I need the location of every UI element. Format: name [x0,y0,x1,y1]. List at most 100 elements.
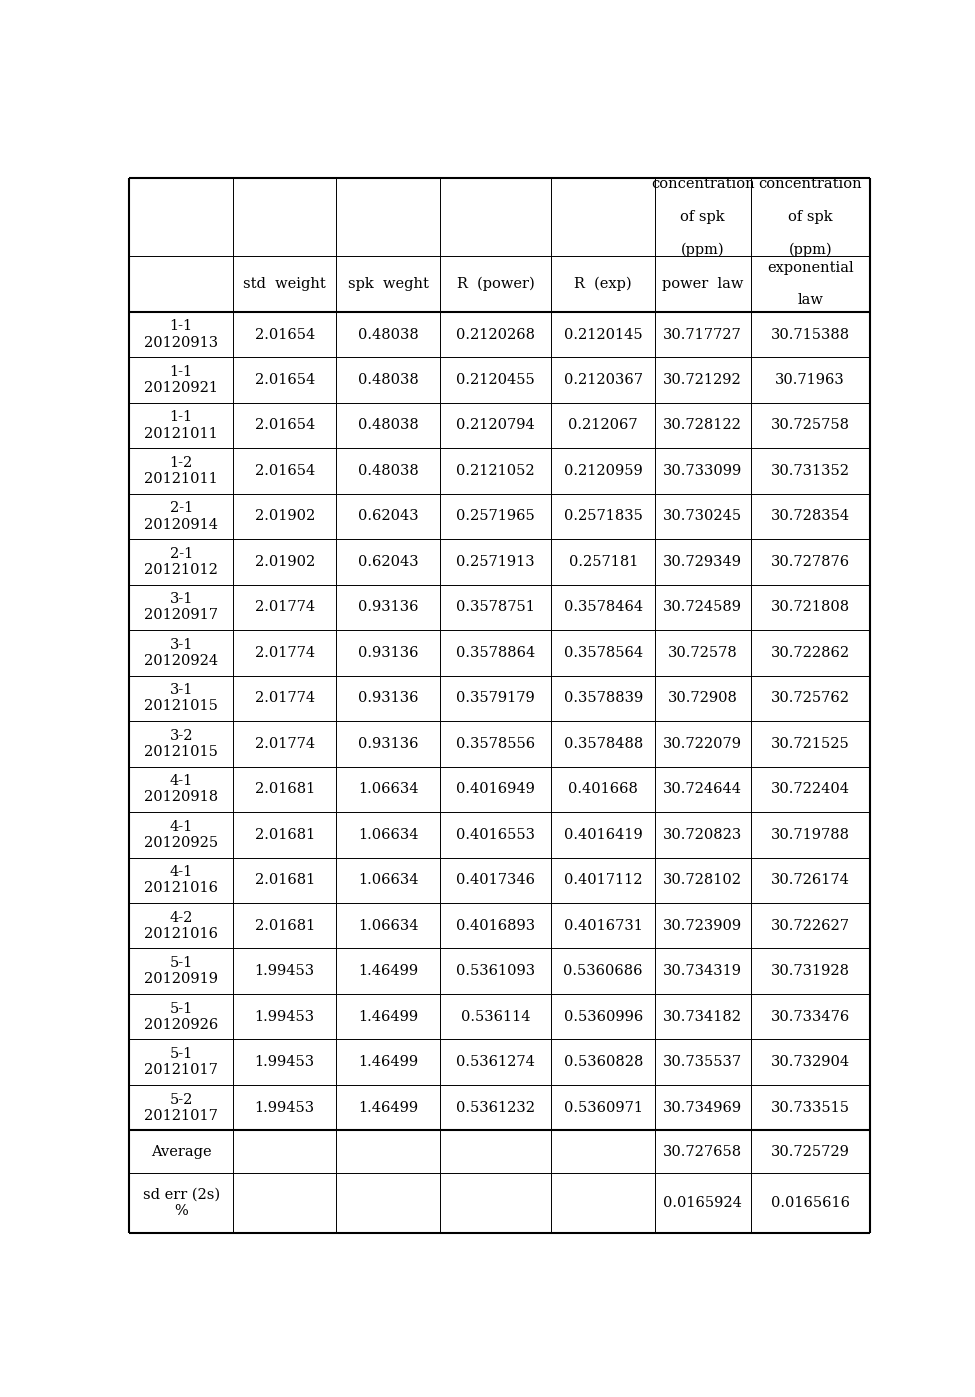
Text: 30.717727: 30.717727 [663,327,742,341]
Text: 0.48038: 0.48038 [358,464,418,478]
Text: 0.5360686: 0.5360686 [564,964,643,978]
Text: 30.726174: 30.726174 [771,873,849,887]
Text: 30.721292: 30.721292 [663,373,742,387]
Text: 0.3578564: 0.3578564 [564,645,643,659]
Text: 2-1
20120914: 2-1 20120914 [144,502,218,531]
Text: 0.62043: 0.62043 [358,555,418,569]
Text: 2.01681: 2.01681 [254,873,315,887]
Text: 0.48038: 0.48038 [358,419,418,433]
Text: 0.5360971: 0.5360971 [564,1101,643,1115]
Text: 0.3578839: 0.3578839 [564,692,643,705]
Text: 2.01681: 2.01681 [254,919,315,933]
Text: 0.4017346: 0.4017346 [456,873,535,887]
Text: 0.2571835: 0.2571835 [564,510,643,524]
Text: 2.01654: 2.01654 [254,464,315,478]
Text: 30.722079: 30.722079 [663,736,742,750]
Text: 0.48038: 0.48038 [358,327,418,341]
Text: 30.720823: 30.720823 [663,828,742,842]
Text: 30.733099: 30.733099 [663,464,742,478]
Text: 0.5360828: 0.5360828 [564,1055,643,1069]
Text: 0.4016419: 0.4016419 [564,828,643,842]
Text: 30.725762: 30.725762 [770,692,850,705]
Text: 30.72908: 30.72908 [668,692,738,705]
Text: 30.732904: 30.732904 [770,1055,850,1069]
Text: power  law: power law [662,277,743,291]
Text: 0.4016893: 0.4016893 [456,919,535,933]
Text: 0.2571965: 0.2571965 [456,510,535,524]
Text: 3-1
20120924: 3-1 20120924 [144,638,218,668]
Text: 30.721808: 30.721808 [770,601,850,615]
Text: 30.733476: 30.733476 [770,1010,850,1024]
Text: 2.01774: 2.01774 [254,736,315,750]
Text: 30.730245: 30.730245 [663,510,742,524]
Text: 2-1
20121012: 2-1 20121012 [144,546,218,577]
Text: 1.06634: 1.06634 [358,873,418,887]
Text: 5-2
20121017: 5-2 20121017 [144,1092,218,1123]
Text: 1.99453: 1.99453 [254,1101,315,1115]
Text: 1.46499: 1.46499 [358,1010,418,1024]
Text: 2.01654: 2.01654 [254,373,315,387]
Text: 0.5360996: 0.5360996 [564,1010,643,1024]
Text: 30.72578: 30.72578 [668,645,738,659]
Text: 0.212067: 0.212067 [568,419,638,433]
Text: 0.2120145: 0.2120145 [564,327,643,341]
Text: 0.3578751: 0.3578751 [456,601,535,615]
Text: 0.93136: 0.93136 [358,645,418,659]
Text: 0.2120794: 0.2120794 [456,419,535,433]
Text: 0.2120455: 0.2120455 [456,373,535,387]
Text: 0.4016553: 0.4016553 [456,828,535,842]
Text: R  (power): R (power) [457,277,534,291]
Text: 1.99453: 1.99453 [254,1010,315,1024]
Text: 2.01654: 2.01654 [254,327,315,341]
Text: 30.734182: 30.734182 [663,1010,742,1024]
Text: 4-1
20120918: 4-1 20120918 [144,774,218,805]
Text: 1.06634: 1.06634 [358,828,418,842]
Text: 0.3578464: 0.3578464 [564,601,643,615]
Text: 4-1
20120925: 4-1 20120925 [144,820,218,849]
Text: 1-1
20120921: 1-1 20120921 [144,365,218,395]
Text: 3-2
20121015: 3-2 20121015 [144,729,218,759]
Text: 4-2
20121016: 4-2 20121016 [144,911,218,940]
Text: 0.48038: 0.48038 [358,373,418,387]
Text: 3-1
20121015: 3-1 20121015 [144,683,218,714]
Text: 2.01774: 2.01774 [254,692,315,705]
Text: 5-1
20121017: 5-1 20121017 [144,1048,218,1077]
Text: 30.735537: 30.735537 [663,1055,742,1069]
Text: 30.724644: 30.724644 [663,782,742,796]
Text: 0.4016949: 0.4016949 [456,782,535,796]
Text: 0.3578556: 0.3578556 [456,736,535,750]
Text: 30.728122: 30.728122 [663,419,742,433]
Text: 0.2571913: 0.2571913 [456,555,535,569]
Text: 0.3578864: 0.3578864 [456,645,535,659]
Text: 2.01902: 2.01902 [254,510,315,524]
Text: 0.3579179: 0.3579179 [456,692,535,705]
Text: 0.2120367: 0.2120367 [564,373,643,387]
Text: 30.724589: 30.724589 [663,601,742,615]
Text: 30.722404: 30.722404 [770,782,850,796]
Text: 30.721525: 30.721525 [771,736,849,750]
Text: 0.93136: 0.93136 [358,692,418,705]
Text: 0.4017112: 0.4017112 [564,873,643,887]
Text: 30.728102: 30.728102 [663,873,742,887]
Text: 0.536114: 0.536114 [461,1010,530,1024]
Text: std  weight: std weight [244,277,326,291]
Text: 30.719788: 30.719788 [770,828,850,842]
Text: 0.5361274: 0.5361274 [456,1055,535,1069]
Text: concentration

of spk

(ppm): concentration of spk (ppm) [651,177,755,257]
Text: R  (exp): R (exp) [574,277,632,291]
Text: 30.723909: 30.723909 [663,919,742,933]
Text: 0.62043: 0.62043 [358,510,418,524]
Text: 30.734319: 30.734319 [663,964,742,978]
Text: 0.2120268: 0.2120268 [456,327,535,341]
Text: 30.728354: 30.728354 [770,510,850,524]
Text: 30.727876: 30.727876 [770,555,850,569]
Text: 30.71963: 30.71963 [775,373,845,387]
Text: 0.93136: 0.93136 [358,601,418,615]
Text: 30.725758: 30.725758 [770,419,850,433]
Text: 5-1
20120919: 5-1 20120919 [144,956,218,986]
Text: 30.727658: 30.727658 [663,1146,742,1160]
Text: 1.99453: 1.99453 [254,964,315,978]
Text: 1.46499: 1.46499 [358,964,418,978]
Text: 0.2121052: 0.2121052 [456,464,535,478]
Text: 2.01681: 2.01681 [254,828,315,842]
